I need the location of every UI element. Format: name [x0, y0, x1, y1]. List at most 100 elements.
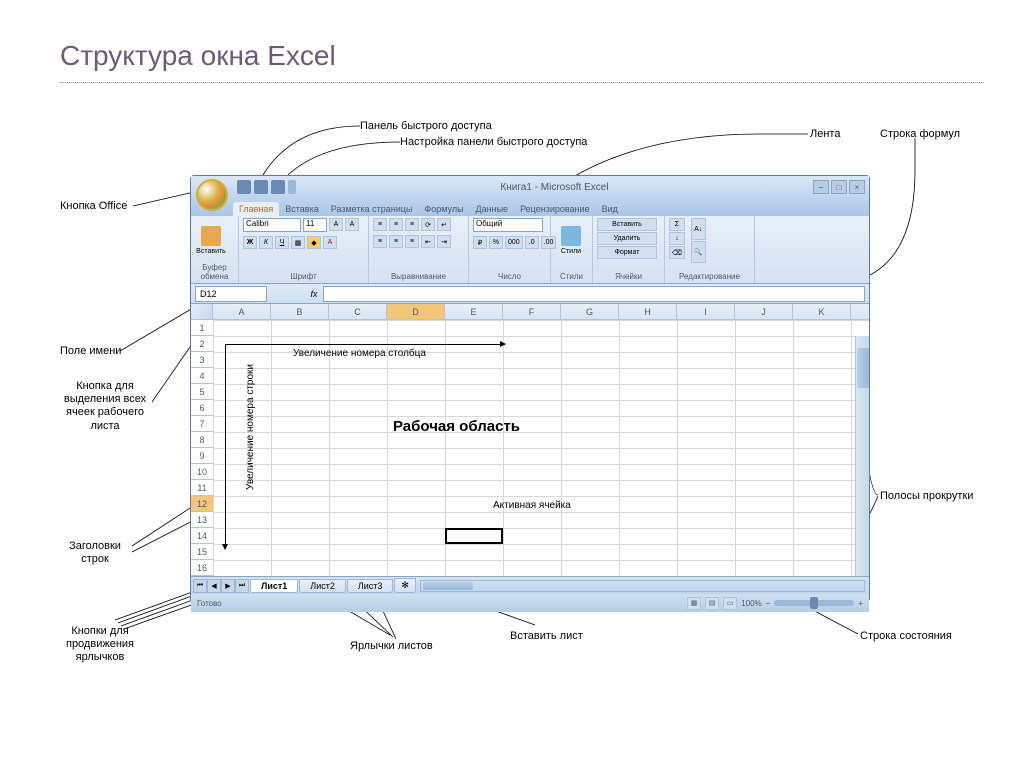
- align-mid-button[interactable]: ≡: [389, 218, 403, 231]
- align-left-button[interactable]: ≡: [373, 235, 387, 248]
- col-header-k[interactable]: K: [793, 304, 851, 319]
- row-header-14[interactable]: 14: [191, 528, 213, 544]
- row-header-4[interactable]: 4: [191, 368, 213, 384]
- sheet-nav-prev[interactable]: ◀: [207, 579, 221, 593]
- cells-delete-button[interactable]: Удалить: [597, 232, 657, 245]
- row-header-13[interactable]: 13: [191, 512, 213, 528]
- col-header-b[interactable]: B: [271, 304, 329, 319]
- number-format-select[interactable]: Общий: [473, 218, 543, 232]
- row-header-9[interactable]: 9: [191, 448, 213, 464]
- shrink-font-button[interactable]: A: [345, 218, 359, 231]
- col-header-g[interactable]: G: [561, 304, 619, 319]
- styles-button[interactable]: Стили: [555, 218, 587, 262]
- autosum-button[interactable]: Σ: [669, 218, 685, 231]
- name-box[interactable]: D12: [195, 286, 267, 302]
- fill-color-button[interactable]: ◆: [307, 236, 321, 249]
- col-header-i[interactable]: I: [677, 304, 735, 319]
- row-header-12[interactable]: 12: [191, 496, 213, 512]
- select-all-corner[interactable]: [191, 304, 213, 320]
- col-header-h[interactable]: H: [619, 304, 677, 319]
- grow-font-button[interactable]: A: [329, 218, 343, 231]
- hscroll-thumb[interactable]: [423, 582, 473, 590]
- align-center-button[interactable]: ≡: [389, 235, 403, 248]
- orientation-button[interactable]: ⟳: [421, 218, 435, 231]
- tab-data[interactable]: Данные: [470, 202, 515, 216]
- currency-button[interactable]: ₽: [473, 236, 487, 249]
- horizontal-scrollbar[interactable]: [420, 580, 865, 592]
- qat-undo-icon[interactable]: [254, 180, 268, 194]
- sheet-nav-last[interactable]: ⏭: [235, 579, 249, 593]
- font-size-select[interactable]: 11: [303, 218, 327, 232]
- office-button[interactable]: [196, 179, 228, 211]
- sheet-tab-3[interactable]: Лист3: [347, 579, 394, 593]
- paste-button[interactable]: Вставить: [195, 218, 227, 262]
- maximize-button[interactable]: □: [831, 180, 847, 194]
- border-button[interactable]: ▦: [291, 236, 305, 249]
- tab-page-layout[interactable]: Разметка страницы: [325, 202, 419, 216]
- fill-button[interactable]: ↓: [669, 232, 685, 245]
- align-bot-button[interactable]: ≡: [405, 218, 419, 231]
- percent-button[interactable]: %: [489, 236, 503, 249]
- row-header-10[interactable]: 10: [191, 464, 213, 480]
- col-header-d[interactable]: D: [387, 304, 445, 319]
- col-header-a[interactable]: A: [213, 304, 271, 319]
- sheet-nav-next[interactable]: ▶: [221, 579, 235, 593]
- row-header-8[interactable]: 8: [191, 432, 213, 448]
- zoom-thumb[interactable]: [810, 597, 818, 609]
- row-header-5[interactable]: 5: [191, 384, 213, 400]
- italic-button[interactable]: К: [259, 236, 273, 249]
- cells-format-button[interactable]: Формат: [597, 246, 657, 259]
- row-header-6[interactable]: 6: [191, 400, 213, 416]
- minimize-button[interactable]: −: [813, 180, 829, 194]
- qat-customize-icon[interactable]: [288, 180, 296, 194]
- sheet-tab-2[interactable]: Лист2: [299, 579, 346, 593]
- font-color-button[interactable]: A: [323, 236, 337, 249]
- view-break-button[interactable]: ▭: [723, 597, 737, 610]
- wrap-button[interactable]: ↵: [437, 218, 451, 231]
- clear-button[interactable]: ⌫: [669, 246, 685, 259]
- qat-save-icon[interactable]: [237, 180, 251, 194]
- cells-area[interactable]: Рабочая область Увеличение номера столбц…: [213, 320, 869, 576]
- find-button[interactable]: 🔍: [691, 241, 706, 263]
- view-normal-button[interactable]: ▦: [687, 597, 701, 610]
- row-header-16[interactable]: 16: [191, 560, 213, 576]
- sheet-nav-first[interactable]: ⏮: [193, 579, 207, 593]
- close-button[interactable]: ×: [849, 180, 865, 194]
- vscroll-thumb[interactable]: [857, 348, 869, 388]
- font-name-select[interactable]: Calibri: [243, 218, 301, 232]
- col-header-j[interactable]: J: [735, 304, 793, 319]
- tab-review[interactable]: Рецензирование: [514, 202, 596, 216]
- col-header-f[interactable]: F: [503, 304, 561, 319]
- cells-insert-button[interactable]: Вставить: [597, 218, 657, 231]
- sheet-tab-1[interactable]: Лист1: [250, 579, 298, 593]
- col-header-e[interactable]: E: [445, 304, 503, 319]
- align-top-button[interactable]: ≡: [373, 218, 387, 231]
- zoom-slider[interactable]: [774, 600, 854, 606]
- insert-sheet-button[interactable]: ✻: [394, 578, 416, 593]
- formula-bar[interactable]: [323, 286, 865, 302]
- tab-insert[interactable]: Вставка: [279, 202, 324, 216]
- comma-button[interactable]: 000: [505, 236, 523, 249]
- view-layout-button[interactable]: ▤: [705, 597, 719, 610]
- indent-inc-button[interactable]: ⇥: [437, 235, 451, 248]
- underline-button[interactable]: Ч: [275, 236, 289, 249]
- row-header-1[interactable]: 1: [191, 320, 213, 336]
- tab-view[interactable]: Вид: [596, 202, 624, 216]
- vertical-scrollbar[interactable]: [855, 336, 869, 576]
- row-header-2[interactable]: 2: [191, 336, 213, 352]
- row-header-15[interactable]: 15: [191, 544, 213, 560]
- inc-decimal-button[interactable]: .0: [525, 236, 539, 249]
- active-cell[interactable]: [445, 528, 503, 544]
- zoom-out-button[interactable]: −: [766, 599, 771, 608]
- row-header-3[interactable]: 3: [191, 352, 213, 368]
- row-header-7[interactable]: 7: [191, 416, 213, 432]
- tab-formulas[interactable]: Формулы: [418, 202, 469, 216]
- col-header-c[interactable]: C: [329, 304, 387, 319]
- sort-button[interactable]: A↓: [691, 218, 706, 240]
- align-right-button[interactable]: ≡: [405, 235, 419, 248]
- fx-icon[interactable]: fx: [307, 286, 321, 302]
- bold-button[interactable]: Ж: [243, 236, 257, 249]
- tab-home[interactable]: Главная: [233, 202, 279, 216]
- qat-redo-icon[interactable]: [271, 180, 285, 194]
- row-header-11[interactable]: 11: [191, 480, 213, 496]
